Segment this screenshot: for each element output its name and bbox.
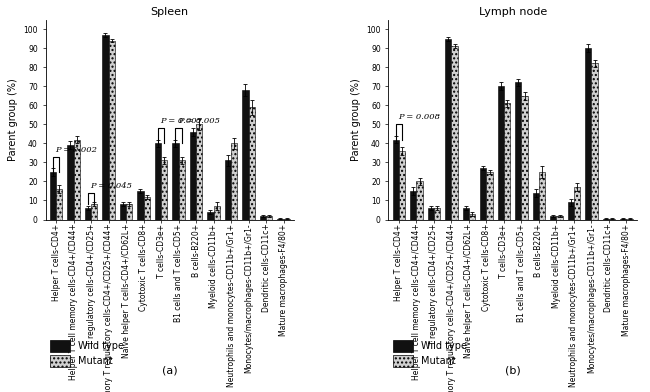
- Bar: [627, 219, 632, 220]
- Bar: [266, 216, 272, 220]
- Y-axis label: Parent group (%): Parent group (%): [351, 78, 361, 161]
- Bar: [91, 204, 97, 220]
- Bar: [469, 214, 475, 220]
- Legend: Wild type, Mutant: Wild type, Mutant: [393, 340, 467, 367]
- Legend: Wild type, Mutant: Wild type, Mutant: [50, 340, 124, 367]
- Bar: [213, 206, 220, 220]
- Text: P = 0.002: P = 0.002: [55, 146, 98, 154]
- Y-axis label: Parent group (%): Parent group (%): [8, 78, 18, 161]
- Bar: [452, 46, 458, 220]
- Bar: [109, 40, 114, 220]
- Text: P = 0.005: P = 0.005: [178, 117, 220, 125]
- Text: P = 0.008: P = 0.008: [398, 113, 440, 122]
- Bar: [283, 219, 290, 220]
- Bar: [486, 172, 493, 220]
- Bar: [480, 168, 486, 220]
- Bar: [515, 82, 521, 220]
- Bar: [179, 160, 185, 220]
- Bar: [463, 208, 469, 220]
- Bar: [207, 212, 213, 220]
- Bar: [85, 208, 91, 220]
- Bar: [399, 151, 405, 220]
- Text: P = 0.007: P = 0.007: [161, 117, 202, 125]
- Bar: [609, 219, 615, 220]
- Bar: [603, 219, 609, 220]
- Text: (a): (a): [162, 365, 177, 376]
- Bar: [120, 204, 126, 220]
- Bar: [551, 216, 556, 220]
- Bar: [126, 204, 132, 220]
- Bar: [161, 160, 167, 220]
- Bar: [539, 172, 545, 220]
- Bar: [574, 187, 580, 220]
- Text: P = 0.045: P = 0.045: [90, 182, 133, 190]
- Bar: [225, 160, 231, 220]
- Bar: [278, 219, 283, 220]
- Bar: [445, 39, 452, 220]
- Bar: [620, 219, 627, 220]
- Bar: [248, 107, 255, 220]
- Bar: [50, 172, 56, 220]
- Bar: [172, 143, 179, 220]
- Bar: [68, 145, 73, 220]
- Bar: [144, 197, 150, 220]
- Bar: [498, 86, 504, 220]
- Bar: [592, 64, 597, 220]
- Title: Lymph node: Lymph node: [478, 7, 547, 17]
- Bar: [417, 181, 423, 220]
- Bar: [103, 35, 109, 220]
- Bar: [137, 191, 144, 220]
- Bar: [556, 216, 563, 220]
- Bar: [586, 48, 592, 220]
- Bar: [504, 103, 510, 220]
- Bar: [155, 143, 161, 220]
- Bar: [190, 132, 196, 220]
- Bar: [56, 189, 62, 220]
- Bar: [231, 143, 237, 220]
- Title: Spleen: Spleen: [151, 7, 189, 17]
- Bar: [260, 216, 266, 220]
- Bar: [242, 90, 248, 220]
- Bar: [410, 191, 417, 220]
- Bar: [533, 193, 539, 220]
- Text: (b): (b): [505, 365, 521, 376]
- Bar: [568, 202, 574, 220]
- Bar: [428, 208, 434, 220]
- Bar: [393, 140, 399, 220]
- Bar: [434, 208, 440, 220]
- Bar: [521, 96, 528, 220]
- Bar: [196, 124, 202, 220]
- Bar: [73, 140, 80, 220]
